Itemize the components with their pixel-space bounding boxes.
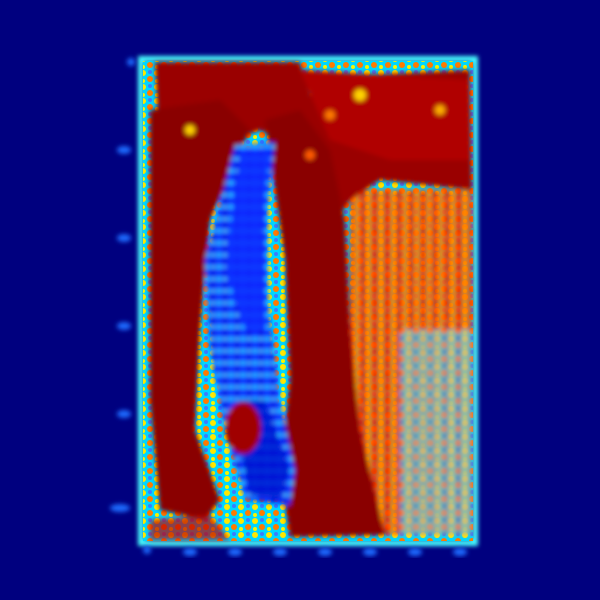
x-axis-ticks [143,546,467,556]
heatmap-body [150,62,472,540]
y-axis-ticks [110,58,135,512]
